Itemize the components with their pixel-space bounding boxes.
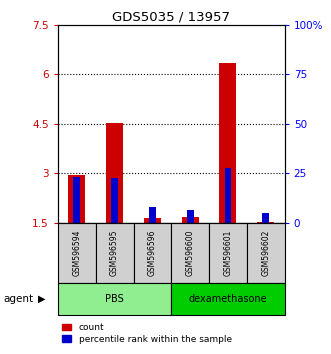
Bar (224, 167, 231, 223)
Bar (182, 217, 199, 223)
Text: ▶: ▶ (38, 294, 45, 304)
Bar (73, 177, 80, 223)
Text: dexamethasone: dexamethasone (189, 294, 267, 304)
Bar (96, 223, 133, 283)
Bar (171, 223, 209, 283)
Text: GSM596600: GSM596600 (186, 230, 195, 276)
Bar (171, 283, 285, 315)
Text: agent: agent (3, 294, 33, 304)
Bar (58, 283, 171, 315)
Text: GSM596594: GSM596594 (72, 230, 81, 276)
Bar (219, 63, 236, 223)
Bar (106, 123, 123, 223)
Text: PBS: PBS (105, 294, 124, 304)
Bar (144, 218, 161, 223)
Text: GSM596602: GSM596602 (261, 230, 270, 276)
Bar (187, 210, 194, 223)
Text: GSM596596: GSM596596 (148, 230, 157, 276)
Bar (149, 207, 156, 223)
Text: GSM596595: GSM596595 (110, 230, 119, 276)
Bar (209, 223, 247, 283)
Bar (68, 175, 85, 223)
Legend: count, percentile rank within the sample: count, percentile rank within the sample (63, 323, 232, 344)
Bar (133, 223, 171, 283)
Bar (111, 178, 118, 223)
Title: GDS5035 / 13957: GDS5035 / 13957 (112, 11, 230, 24)
Bar (247, 223, 285, 283)
Bar (58, 223, 96, 283)
Text: GSM596601: GSM596601 (223, 230, 232, 276)
Bar (262, 213, 269, 223)
Bar (257, 222, 274, 223)
